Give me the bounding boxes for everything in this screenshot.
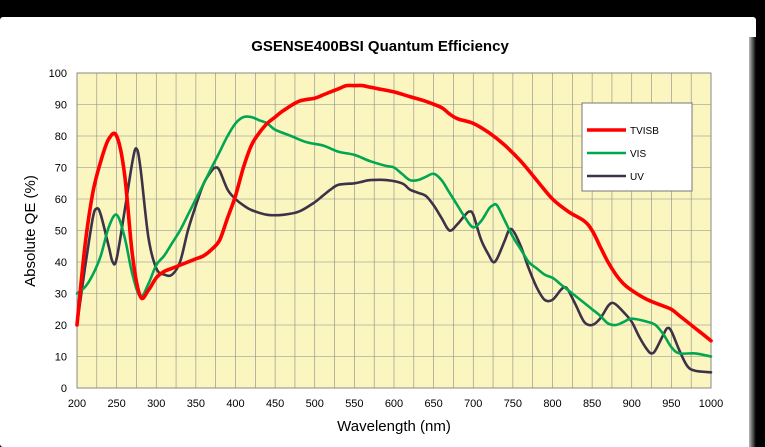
y-axis-title: Absolute QE (%) xyxy=(22,175,39,287)
y-tick-label: 20 xyxy=(55,320,67,332)
x-tick-label: 350 xyxy=(187,398,205,410)
y-tick-label: 60 xyxy=(55,194,67,206)
x-tick-label: 850 xyxy=(583,398,601,410)
x-tick-label: 550 xyxy=(345,398,363,410)
x-tick-label: 750 xyxy=(504,398,522,410)
chart-title: GSENSE400BSI Quantum Efficiency xyxy=(251,38,509,55)
y-tick-label: 30 xyxy=(55,289,67,301)
legend-label-vis: VIS xyxy=(630,149,646,160)
x-tick-label: 600 xyxy=(385,398,403,410)
x-tick-label: 650 xyxy=(424,398,442,410)
x-tick-label: 200 xyxy=(68,398,86,410)
x-tick-label: 1000 xyxy=(699,398,723,410)
x-tick-label: 900 xyxy=(623,398,641,410)
x-tick-label: 500 xyxy=(306,398,324,410)
x-tick-label: 950 xyxy=(662,398,680,410)
y-tick-labels: 0 10 20 30 40 50 60 70 80 90 100 xyxy=(49,68,67,395)
x-tick-labels: 200 250 300 350 400 450 500 550 600 650 700 750 800 8… xyxy=(68,398,723,410)
y-tick-label: 0 xyxy=(61,383,67,395)
series-line-tvisb xyxy=(75,83,713,343)
legend: TVISB VIS UV xyxy=(581,102,693,192)
x-tick-label: 400 xyxy=(226,398,244,410)
y-tick-label: 70 xyxy=(55,163,67,175)
y-tick-label: 50 xyxy=(55,226,67,238)
y-tick-label: 90 xyxy=(55,100,67,112)
x-tick-label: 700 xyxy=(464,398,482,410)
legend-label-uv: UV xyxy=(630,172,644,183)
y-tick-label: 10 xyxy=(55,352,67,364)
y-tick-label: 40 xyxy=(55,257,67,269)
series-lines xyxy=(75,83,713,374)
legend-label-tvisb: TVISB xyxy=(630,126,659,137)
series-line-vis xyxy=(75,115,713,358)
y-tick-label: 100 xyxy=(49,68,67,80)
chart-window: GSENSE400BSI Quantum Efficiency 200 250 30… xyxy=(0,17,765,447)
x-tick-label: 300 xyxy=(147,398,165,410)
x-tick-label: 250 xyxy=(107,398,125,410)
x-tick-label: 450 xyxy=(266,398,284,410)
y-tick-label: 80 xyxy=(55,131,67,143)
quantum-efficiency-chart: GSENSE400BSI Quantum Efficiency 200 250 30… xyxy=(22,38,723,435)
x-axis-title: Wavelength (nm) xyxy=(337,418,451,435)
panel-shadow xyxy=(749,37,756,447)
x-tick-label: 800 xyxy=(543,398,561,410)
